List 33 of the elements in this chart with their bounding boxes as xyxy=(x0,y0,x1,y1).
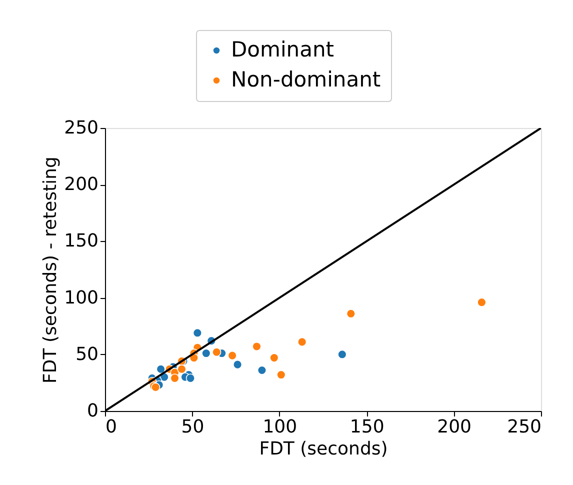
point xyxy=(477,298,486,307)
y-tick-label: 50 xyxy=(76,344,98,365)
y-tick-label: 100 xyxy=(64,287,98,308)
legend-label: Dominant xyxy=(231,38,334,62)
x-tick-label: 200 xyxy=(437,416,472,438)
point xyxy=(228,350,237,360)
point xyxy=(212,348,222,357)
x-tick-label: 0 xyxy=(106,416,117,438)
point xyxy=(276,370,286,380)
point xyxy=(186,374,196,383)
y-tick-label: 150 xyxy=(64,230,98,252)
y-tick-label: 200 xyxy=(64,174,98,196)
y-tick-label: 250 xyxy=(64,118,98,138)
point xyxy=(177,364,186,374)
x-axis-title: FDT (seconds) xyxy=(259,438,388,460)
x-tick-label: 150 xyxy=(350,416,384,438)
point xyxy=(297,337,307,347)
x-tick-label: 50 xyxy=(181,416,204,438)
point xyxy=(257,366,267,375)
point xyxy=(338,350,347,359)
point xyxy=(156,364,166,374)
x-tick-label: 100 xyxy=(262,416,298,438)
y-tick-label: 0 xyxy=(87,400,98,422)
point xyxy=(270,353,279,362)
point xyxy=(232,360,242,370)
legend-label: Non-dominant xyxy=(231,68,381,92)
x-tick-label: 250 xyxy=(507,416,542,438)
point xyxy=(346,309,356,318)
point xyxy=(202,348,211,358)
point xyxy=(192,328,202,338)
point xyxy=(252,342,262,352)
point xyxy=(170,374,180,383)
y-axis-title: FDT (seconds) - retesting xyxy=(40,156,62,384)
